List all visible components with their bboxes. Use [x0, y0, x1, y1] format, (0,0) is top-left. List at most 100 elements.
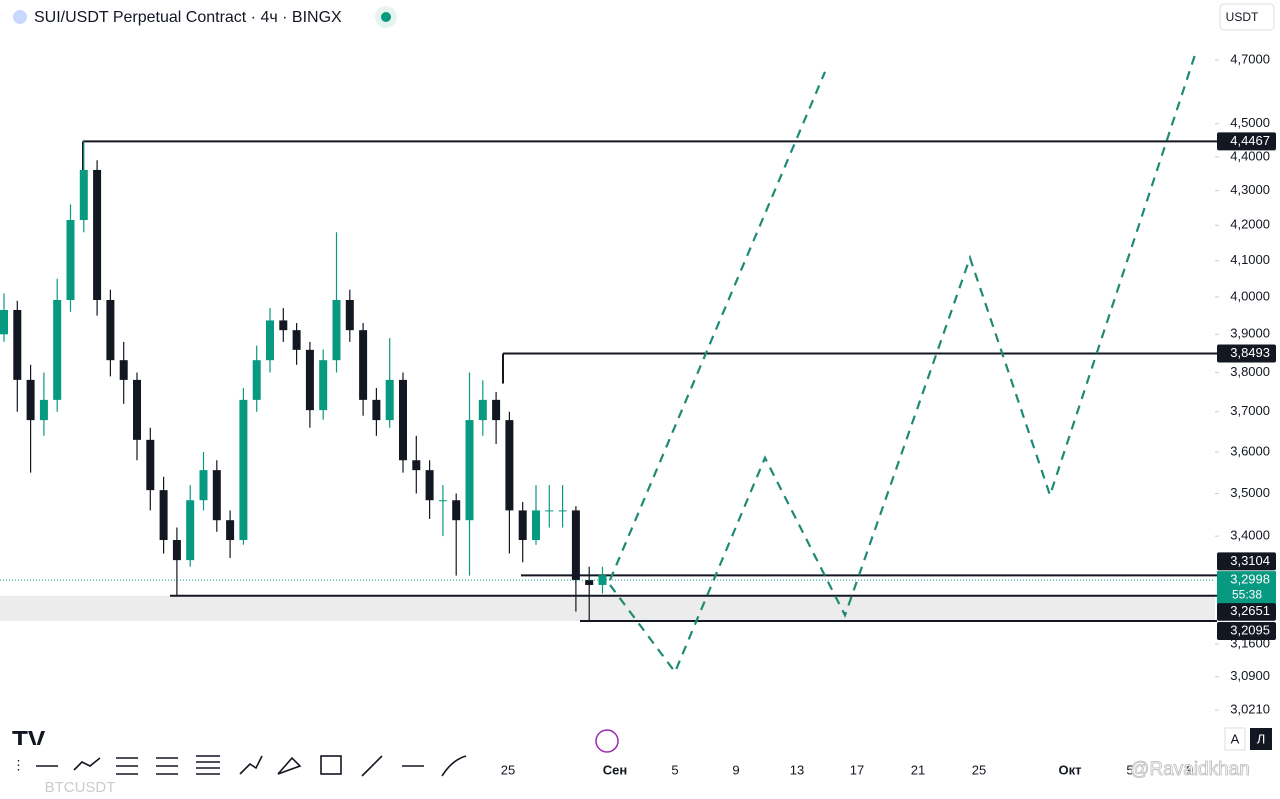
candle-body	[266, 320, 274, 361]
y-tick-label: 3,5000	[1230, 485, 1270, 500]
price-tag	[1217, 571, 1276, 604]
level-label: 4,4467	[1230, 133, 1270, 148]
y-tick-label: 4,1000	[1230, 252, 1270, 267]
candle-body	[186, 500, 195, 561]
symbol-title: SUI/USDT Perpetual Contract · 4ч · BINGX	[34, 9, 342, 26]
candle-body	[399, 379, 407, 461]
x-tick-label: Сен	[603, 762, 627, 777]
toolbar	[0, 745, 478, 787]
level-tag	[1217, 132, 1276, 151]
price-label: 3,2998	[1230, 572, 1270, 587]
log-button[interactable]	[1250, 728, 1272, 750]
candle-body	[0, 309, 8, 335]
x-tick-label: Окт	[1059, 762, 1082, 777]
logo	[13, 10, 27, 24]
candle-body	[492, 399, 501, 421]
toolbar-icons	[36, 755, 467, 777]
candle-body	[119, 360, 128, 380]
candle-body	[106, 300, 115, 361]
x-tick-label: 9	[732, 762, 739, 777]
candle-body	[305, 349, 314, 411]
level-label: 3,2095	[1230, 622, 1270, 637]
candle-body	[385, 379, 394, 421]
y-tick-label: 4,3000	[1230, 182, 1270, 197]
candle-body	[465, 420, 474, 521]
y-tick-label: 4,5000	[1230, 115, 1270, 130]
candle-body	[252, 360, 261, 400]
candle-body	[146, 439, 155, 491]
candle-body	[372, 399, 381, 421]
x-tick-label: 9	[1186, 762, 1193, 777]
candle-body	[332, 300, 341, 361]
level-tag	[1217, 552, 1276, 571]
x-tick-label: 25	[501, 762, 515, 777]
candle-body	[359, 330, 368, 400]
y-tick-label: 3,4000	[1230, 528, 1270, 543]
projection	[608, 71, 827, 581]
y-tick-label: 3,8000	[1230, 364, 1270, 379]
candle-body	[518, 510, 527, 541]
candle-body	[425, 470, 434, 501]
y-tick-label: 3,0210	[1230, 701, 1270, 716]
y-tick-label: 3,7000	[1230, 403, 1270, 418]
candle-body	[172, 540, 181, 561]
x-tick-label: 5	[1126, 762, 1133, 777]
x-tick-label: 5	[671, 762, 678, 777]
candle-body	[292, 330, 301, 350]
candle-body	[279, 320, 288, 331]
candle-body	[199, 470, 208, 501]
candle-body	[571, 510, 580, 581]
candle-body	[598, 575, 607, 585]
candle-body	[13, 309, 22, 380]
level-tag	[1217, 602, 1276, 621]
level-label: 3,8493	[1230, 345, 1270, 360]
candle-body	[438, 500, 447, 502]
candle-body	[532, 510, 540, 541]
level-tag	[1217, 344, 1276, 363]
candle-body	[585, 580, 594, 585]
zone	[0, 595, 1215, 621]
projection	[609, 54, 1197, 675]
level-label: 3,3104	[1230, 553, 1270, 568]
candle-body	[212, 470, 221, 521]
countdown: 55:38	[1232, 587, 1262, 601]
candle-body	[159, 490, 168, 541]
currency-button[interactable]	[1219, 3, 1275, 31]
candle-body	[39, 399, 48, 421]
candle-body	[53, 300, 62, 400]
y-tick-label: 4,0000	[1230, 288, 1270, 303]
y-tick-label: 4,2000	[1230, 217, 1270, 232]
event-icon[interactable]	[595, 729, 619, 753]
candle-body	[345, 300, 354, 331]
log-label: Л	[1257, 731, 1266, 746]
candle-body	[545, 510, 554, 512]
y-tick-label: 4,4000	[1230, 148, 1270, 163]
x-tick-label: 13	[790, 762, 804, 777]
candle-body	[79, 169, 88, 221]
x-tick-label: 21	[911, 762, 925, 777]
candle-body	[226, 520, 235, 541]
x-tick-label: 25	[972, 762, 986, 777]
plot: 3,02103,09003,16003,40003,50003,60003,70…	[0, 51, 1276, 777]
auto-button[interactable]	[1224, 727, 1246, 751]
y-tick-label: 3,9000	[1230, 326, 1270, 341]
candle-body	[558, 510, 567, 512]
candle-body	[93, 169, 102, 301]
y-tick-label: 3,0900	[1230, 668, 1270, 683]
y-tick-label: 4,7000	[1230, 51, 1270, 66]
secondary-symbol: BTCUSDT	[45, 779, 116, 794]
level-label: 3,2651	[1230, 603, 1270, 618]
candle-body	[239, 399, 248, 541]
toolbar-handle: ⋮	[12, 757, 25, 772]
status-dot	[381, 12, 391, 22]
candle-body	[66, 220, 75, 301]
currency: USDT	[1226, 10, 1259, 24]
y-tick-label: 3,6000	[1230, 443, 1270, 458]
x-tick-label: 17	[850, 762, 864, 777]
candle-body	[505, 420, 514, 511]
candle-body	[26, 379, 35, 421]
candle-body	[452, 500, 461, 521]
